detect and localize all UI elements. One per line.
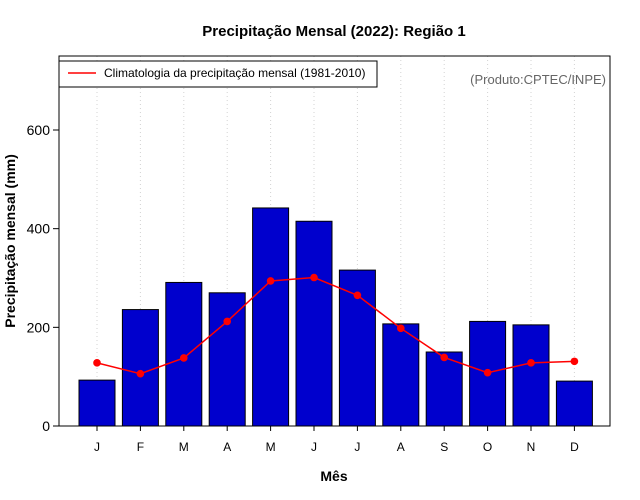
- climatology-point-4: [266, 277, 275, 285]
- climatology-series-line: [96, 276, 575, 375]
- bar-F-1: [121, 309, 159, 427]
- climatology-point-2: [180, 354, 188, 362]
- x-tick-label: J: [94, 440, 100, 454]
- y-tick-label: 0: [42, 418, 50, 434]
- bar-S-8: [425, 351, 463, 427]
- climatology-point-1: [136, 369, 145, 378]
- legend-entry-climatology: Climatologia da precipitação mensal (198…: [104, 66, 365, 80]
- climatology-point-0: [93, 359, 101, 367]
- legend: Climatologia da precipitação mensal (198…: [58, 60, 378, 88]
- x-tick-label: A: [223, 440, 231, 454]
- legend-box: [58, 60, 378, 88]
- bars: [78, 207, 593, 427]
- x-tick-label: A: [397, 440, 405, 454]
- x-tick-label: M: [266, 440, 276, 454]
- y-tick-label: 200: [27, 319, 51, 335]
- climatology-point-3: [223, 317, 231, 326]
- x-tick-label: F: [137, 440, 144, 454]
- climatology-point-5: [310, 273, 318, 282]
- climatology-point-11: [570, 357, 579, 366]
- x-axis-title: Mês: [320, 468, 347, 484]
- x-tick-label: J: [354, 440, 360, 454]
- x-tick-label: D: [570, 440, 579, 454]
- climatology-point-8: [440, 353, 449, 362]
- x-tick-label: J: [311, 440, 317, 454]
- chart-title: Precipitação Mensal (2022): Região 1: [202, 23, 465, 40]
- bar-J-5: [295, 220, 333, 427]
- x-tick-label: N: [527, 440, 536, 454]
- y-tick-label: 400: [27, 221, 51, 237]
- climatology-point-9: [483, 368, 492, 377]
- bar-N-10: [512, 324, 550, 427]
- bar-J-0: [78, 379, 116, 427]
- source-annotation: (Produto:CPTEC/INPE): [470, 72, 606, 87]
- climatology-point-10: [527, 359, 535, 367]
- climatology-line: [93, 273, 579, 378]
- y-tick-label: 600: [27, 122, 51, 138]
- climatology-point-6: [353, 291, 362, 300]
- bar-M-4: [252, 207, 290, 427]
- plot-frame: [58, 55, 611, 427]
- y-axis-title: Precipitação mensal (mm): [2, 154, 18, 328]
- bar-A-3: [208, 292, 246, 427]
- bar-D-11: [555, 380, 593, 427]
- x-tick-label: O: [483, 440, 492, 454]
- bar-A-7: [382, 323, 420, 427]
- x-tick-label: S: [440, 440, 448, 454]
- climatology-point-7: [397, 324, 405, 333]
- x-tick-label: M: [179, 440, 189, 454]
- y-axis: 0 200 400 600: [27, 122, 60, 434]
